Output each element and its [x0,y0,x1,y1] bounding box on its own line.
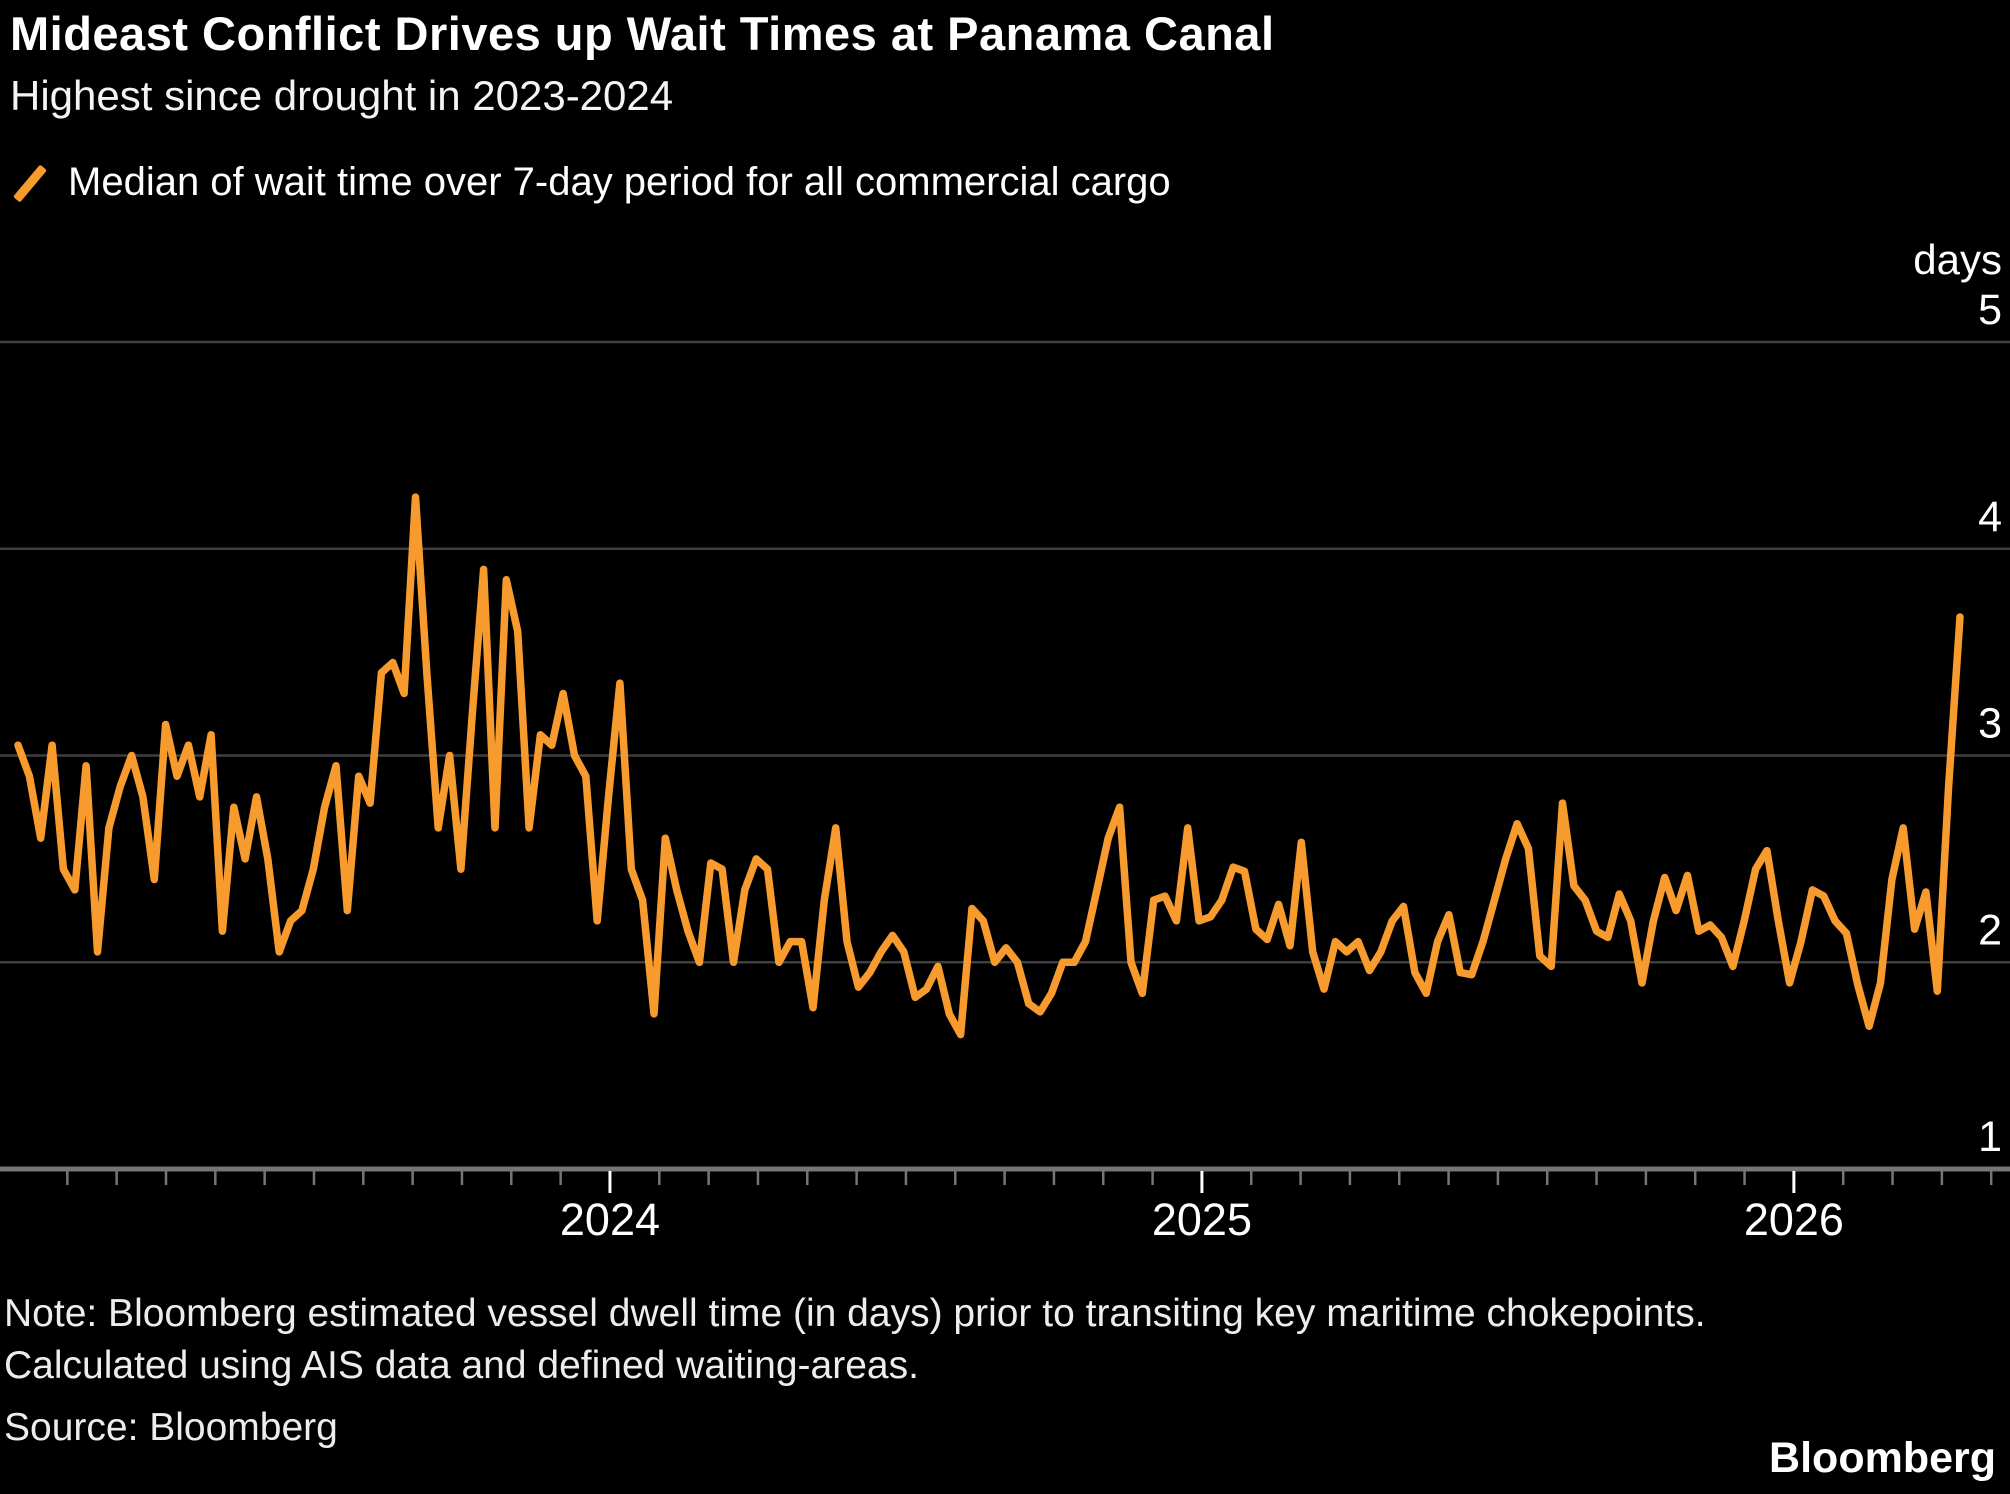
legend-slash-icon [8,161,52,205]
y-tick-label-5: 5 [1978,286,2002,334]
y-tick-label-2: 2 [1978,906,2002,954]
page-title: Mideast Conflict Drives up Wait Times at… [10,7,1275,60]
y-tick-label-3: 3 [1978,700,2002,748]
legend-label: Median of wait time over 7-day period fo… [68,160,1171,204]
median-wait-time-line [14,493,1964,1039]
footnote: Note: Bloomberg estimated vessel dwell t… [4,1288,1984,1454]
y-axis-unit-label: days [1913,236,2002,283]
note-line-2: Calculated using AIS data and defined wa… [4,1344,919,1387]
x-year-label-2025: 2025 [1152,1194,1252,1245]
note-line-1: Note: Bloomberg estimated vessel dwell t… [4,1292,1706,1335]
x-year-label-2026: 2026 [1744,1194,1844,1245]
y-tick-label-1: 1 [1978,1113,2002,1161]
chart-subtitle: Highest since drought in 2023-2024 [10,72,674,119]
legend: Median of wait time over 7-day period fo… [8,160,1171,205]
bloomberg-logo: Bloomberg [1769,1434,1996,1482]
source-line: Source: Bloomberg [4,1406,338,1449]
y-tick-label-4: 4 [1978,493,2002,541]
x-year-label-2024: 2024 [560,1194,660,1245]
